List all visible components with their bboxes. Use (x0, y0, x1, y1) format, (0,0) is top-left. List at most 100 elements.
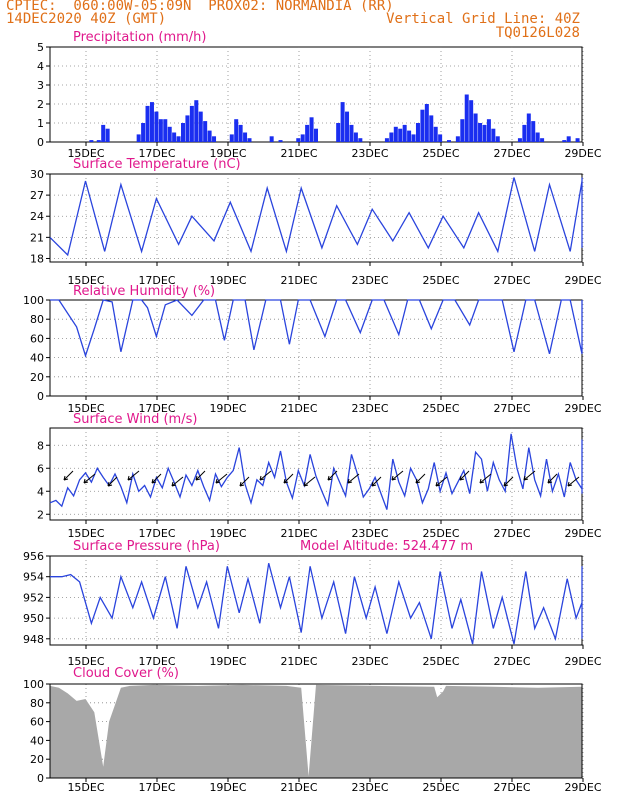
y-tick-label: 1 (37, 117, 44, 130)
panel-3: 15DEC 17DEC 19DEC 21DEC 23DEC 25DEC 27DEC 29DEC… (37, 412, 602, 540)
x-tick-label: 15DEC (67, 655, 104, 668)
precip-bar (447, 140, 451, 142)
panel-frame (49, 555, 583, 646)
wind-arrow (435, 476, 448, 487)
y-tick-label: 0 (37, 772, 44, 785)
wind-arrow-head (567, 481, 573, 487)
x-tick-label: 21DEC (280, 402, 317, 415)
precip-bar (234, 119, 239, 142)
wind-arrow (215, 473, 228, 484)
precip-bar (158, 119, 163, 142)
x-tick-label: 25DEC (422, 655, 459, 668)
wind-arrow-head (523, 475, 529, 481)
x-tick-label: 15DEC (67, 274, 104, 287)
x-tick-label: 21DEC (280, 274, 317, 287)
x-tick-label: 29DEC (564, 655, 601, 668)
y-tick-label: 2 (37, 98, 44, 111)
precip-bar (384, 138, 389, 142)
panel-1: 15DEC 17DEC 19DEC 21DEC 23DEC 25DEC 27DEC 29DEC… (30, 157, 602, 287)
x-tick-label: 17DEC (138, 274, 175, 287)
x-tick-label: 21DEC (280, 655, 317, 668)
panel-5: 15DEC 17DEC 19DEC 21DEC 23DEC 25DEC 27DEC 29DEC… (23, 666, 602, 794)
x-tick-label: 27DEC (493, 655, 530, 668)
y-tick-label: 100 (23, 678, 44, 691)
precip-bar (486, 119, 491, 142)
wind-arrow-head (215, 478, 221, 484)
precip-bar (393, 126, 398, 142)
x-tick-label: 21DEC (280, 781, 317, 794)
x-tick-label: 19DEC (209, 274, 246, 287)
x-tick-label: 17DEC (138, 655, 175, 668)
y-tick-label: 956 (23, 550, 44, 563)
y-tick-label: 2 (37, 508, 44, 521)
series-line (50, 563, 583, 645)
y-tick-label: 0 (37, 390, 44, 403)
precip-bar (154, 111, 159, 142)
precip-bar (336, 123, 341, 142)
wind-arrow (171, 476, 184, 487)
wind-arrow (83, 473, 96, 484)
precip-bar (473, 113, 478, 142)
wind-arrow-head (239, 481, 245, 487)
wind-arrow (259, 470, 272, 481)
wind-arrow (107, 476, 118, 487)
precip-bar (136, 134, 141, 142)
x-tick-label: 19DEC (209, 147, 246, 160)
precip-bar (296, 138, 301, 142)
x-tick-label: 25DEC (422, 274, 459, 287)
y-tick-label: 3 (37, 79, 44, 92)
y-tick-label: 4 (37, 485, 44, 498)
y-tick-label: 60 (30, 716, 44, 729)
header-run-date: 14DEC2020 40Z (GMT) (6, 11, 167, 27)
wind-arrow (127, 470, 140, 481)
x-tick-label: 23DEC (351, 527, 388, 540)
x-tick-label: 25DEC (422, 527, 459, 540)
precip-bar (176, 136, 181, 142)
precip-bar (229, 134, 234, 142)
precip-bar (247, 138, 252, 142)
wind-arrow (371, 476, 382, 487)
x-tick-label: 15DEC (67, 402, 104, 415)
wind-arrow-head (195, 475, 201, 481)
wind-arrow-head (371, 481, 377, 487)
precip-bar (464, 94, 469, 142)
y-tick-label: 30 (30, 168, 44, 181)
x-tick-label: 17DEC (138, 402, 175, 415)
panel-0: 15DEC 17DEC 19DEC 21DEC 23DEC 25DEC 27DEC 29DEC… (37, 30, 602, 160)
wind-arrow (415, 473, 426, 484)
precip-bar (101, 124, 106, 142)
x-tick-label: 23DEC (351, 147, 388, 160)
series-line (49, 177, 583, 257)
precip-bar (420, 109, 425, 142)
wind-arrow (459, 470, 470, 481)
precip-bar (540, 138, 545, 142)
precip-bar (438, 134, 443, 142)
wind-arrow-head (415, 478, 421, 484)
precip-bar (398, 128, 403, 142)
precip-bar (469, 100, 474, 142)
wind-arrow-head (391, 475, 397, 481)
wind-arrow-head (151, 478, 157, 484)
x-tick-label: 19DEC (209, 781, 246, 794)
panel-title: Precipitation (mm/h) (73, 30, 206, 45)
y-tick-label: 4 (37, 60, 44, 73)
x-tick-label: 25DEC (422, 402, 459, 415)
precip-bar (238, 124, 243, 142)
precip-bar (358, 138, 363, 142)
precip-bar (535, 132, 540, 142)
wind-arrow (283, 473, 294, 484)
panel-2: 15DEC 17DEC 19DEC 21DEC 23DEC 25DEC 27DEC 29DEC… (23, 284, 602, 415)
precip-bar (207, 130, 212, 142)
x-tick-label: 29DEC (564, 147, 601, 160)
y-tick-label: 948 (23, 633, 44, 646)
wind-arrow-head (171, 481, 177, 487)
x-tick-label: 21DEC (280, 527, 317, 540)
header-grid-line: Vertical Grid Line: 40Z (386, 11, 580, 27)
precip-bar (455, 136, 460, 142)
precip-bar (407, 130, 412, 142)
panel-4: 15DEC 17DEC 19DEC 21DEC 23DEC 25DEC 27DEC 29DEC… (23, 539, 602, 668)
precip-bar (203, 121, 208, 142)
x-tick-label: 25DEC (422, 147, 459, 160)
